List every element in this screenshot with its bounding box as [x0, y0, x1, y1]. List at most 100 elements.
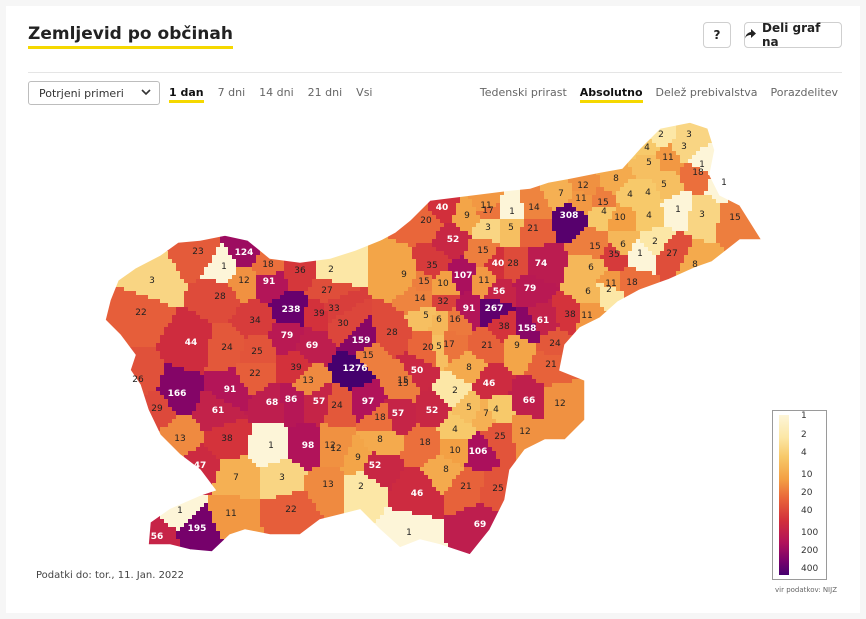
municipality-cell[interactable]: [288, 143, 293, 148]
municipality-cell[interactable]: [584, 163, 589, 168]
municipality-cell[interactable]: [452, 143, 457, 148]
municipality-cell[interactable]: [604, 211, 609, 216]
municipality-cell[interactable]: [376, 163, 381, 168]
municipality-cell[interactable]: [252, 215, 257, 220]
municipality-cell[interactable]: [212, 167, 217, 172]
municipality-cell[interactable]: [604, 147, 609, 152]
municipality-cell[interactable]: [500, 195, 505, 200]
municipality-cell[interactable]: [144, 139, 149, 144]
municipality-cell[interactable]: [440, 175, 445, 180]
municipality-cell[interactable]: [532, 147, 537, 152]
municipality-cell[interactable]: [244, 187, 249, 192]
municipality-cell[interactable]: [440, 199, 445, 204]
municipality-cell[interactable]: [736, 151, 741, 156]
municipality-cell[interactable]: [356, 143, 361, 148]
municipality-cell[interactable]: [504, 227, 509, 232]
municipality-cell[interactable]: [396, 191, 401, 196]
municipality-cell[interactable]: [420, 155, 425, 160]
municipality-cell[interactable]: [336, 127, 341, 132]
municipality-cell[interactable]: [740, 167, 745, 172]
municipality-cell[interactable]: [656, 211, 661, 216]
municipality-cell[interactable]: [204, 135, 209, 140]
municipality-cell[interactable]: [112, 159, 117, 164]
municipality-cell[interactable]: [708, 223, 713, 228]
municipality-cell[interactable]: [740, 159, 745, 164]
municipality-cell[interactable]: [348, 187, 353, 192]
municipality-cell[interactable]: [480, 179, 485, 184]
municipality-cell[interactable]: [100, 223, 104, 227]
municipality-cell[interactable]: [460, 123, 465, 128]
municipality-cell[interactable]: [532, 175, 537, 180]
municipality-cell[interactable]: [632, 127, 637, 132]
municipality-cell[interactable]: [344, 159, 349, 164]
municipality-cell[interactable]: [692, 203, 697, 208]
municipality-cell[interactable]: [656, 159, 661, 164]
municipality-cell[interactable]: [256, 183, 261, 188]
municipality-cell[interactable]: [140, 187, 145, 192]
municipality-cell[interactable]: [416, 115, 420, 119]
municipality-cell[interactable]: [468, 119, 473, 124]
municipality-cell[interactable]: [444, 223, 449, 228]
municipality-cell[interactable]: [732, 207, 737, 212]
municipality-cell[interactable]: [208, 179, 213, 184]
municipality-cell[interactable]: [716, 223, 721, 228]
municipality-cell[interactable]: [724, 219, 729, 224]
municipality-cell[interactable]: [288, 219, 293, 224]
municipality-cell[interactable]: [524, 139, 529, 144]
municipality-cell[interactable]: [644, 207, 649, 212]
municipality-cell[interactable]: [748, 127, 753, 132]
municipality-cell[interactable]: [200, 167, 205, 172]
municipality-cell[interactable]: [312, 167, 317, 172]
municipality-cell[interactable]: [224, 163, 229, 168]
municipality-cell[interactable]: [520, 151, 525, 156]
municipality-cell[interactable]: [368, 227, 373, 232]
municipality-cell[interactable]: [232, 147, 237, 152]
municipality-cell[interactable]: [676, 195, 681, 200]
municipality-cell[interactable]: [348, 151, 353, 156]
municipality-cell[interactable]: [428, 227, 433, 232]
municipality-cell[interactable]: [668, 179, 673, 184]
municipality-cell[interactable]: [568, 151, 573, 156]
municipality-cell[interactable]: [428, 203, 433, 208]
municipality-cell[interactable]: [480, 195, 485, 200]
municipality-cell[interactable]: [548, 155, 553, 160]
municipality-cell[interactable]: [240, 127, 245, 132]
municipality-cell[interactable]: [660, 119, 665, 124]
municipality-cell[interactable]: [416, 147, 421, 152]
municipality-cell[interactable]: [256, 179, 261, 184]
municipality-cell[interactable]: [684, 139, 689, 144]
municipality-cell[interactable]: [748, 115, 752, 119]
municipality-cell[interactable]: [448, 231, 453, 236]
municipality-cell[interactable]: [520, 147, 525, 152]
municipality-cell[interactable]: [516, 123, 521, 128]
municipality-cell[interactable]: [500, 123, 505, 128]
municipality-cell[interactable]: [280, 203, 285, 208]
municipality-cell[interactable]: [420, 147, 425, 152]
municipality-cell[interactable]: [452, 155, 457, 160]
municipality-cell[interactable]: [280, 147, 285, 152]
municipality-cell[interactable]: [672, 175, 677, 180]
municipality-cell[interactable]: [196, 231, 201, 236]
municipality-cell[interactable]: [136, 231, 141, 236]
municipality-cell[interactable]: [676, 179, 681, 184]
municipality-cell[interactable]: [284, 215, 289, 220]
municipality-cell[interactable]: [484, 215, 489, 220]
municipality-cell[interactable]: [232, 127, 237, 132]
municipality-cell[interactable]: [280, 191, 285, 196]
municipality-cell[interactable]: [292, 167, 297, 172]
municipality-cell[interactable]: [336, 207, 341, 212]
municipality-cell[interactable]: [472, 155, 477, 160]
municipality-cell[interactable]: [348, 191, 353, 196]
municipality-cell[interactable]: [392, 127, 397, 132]
municipality-cell[interactable]: [652, 147, 657, 152]
municipality-cell[interactable]: [484, 207, 489, 212]
municipality-cell[interactable]: [216, 167, 221, 172]
municipality-cell[interactable]: [272, 231, 277, 236]
municipality-cell[interactable]: [636, 151, 641, 156]
municipality-cell[interactable]: [108, 179, 113, 184]
municipality-cell[interactable]: [608, 163, 613, 168]
municipality-cell[interactable]: [692, 223, 697, 228]
municipality-cell[interactable]: [356, 175, 361, 180]
municipality-cell[interactable]: [460, 159, 465, 164]
municipality-cell[interactable]: [468, 139, 473, 144]
